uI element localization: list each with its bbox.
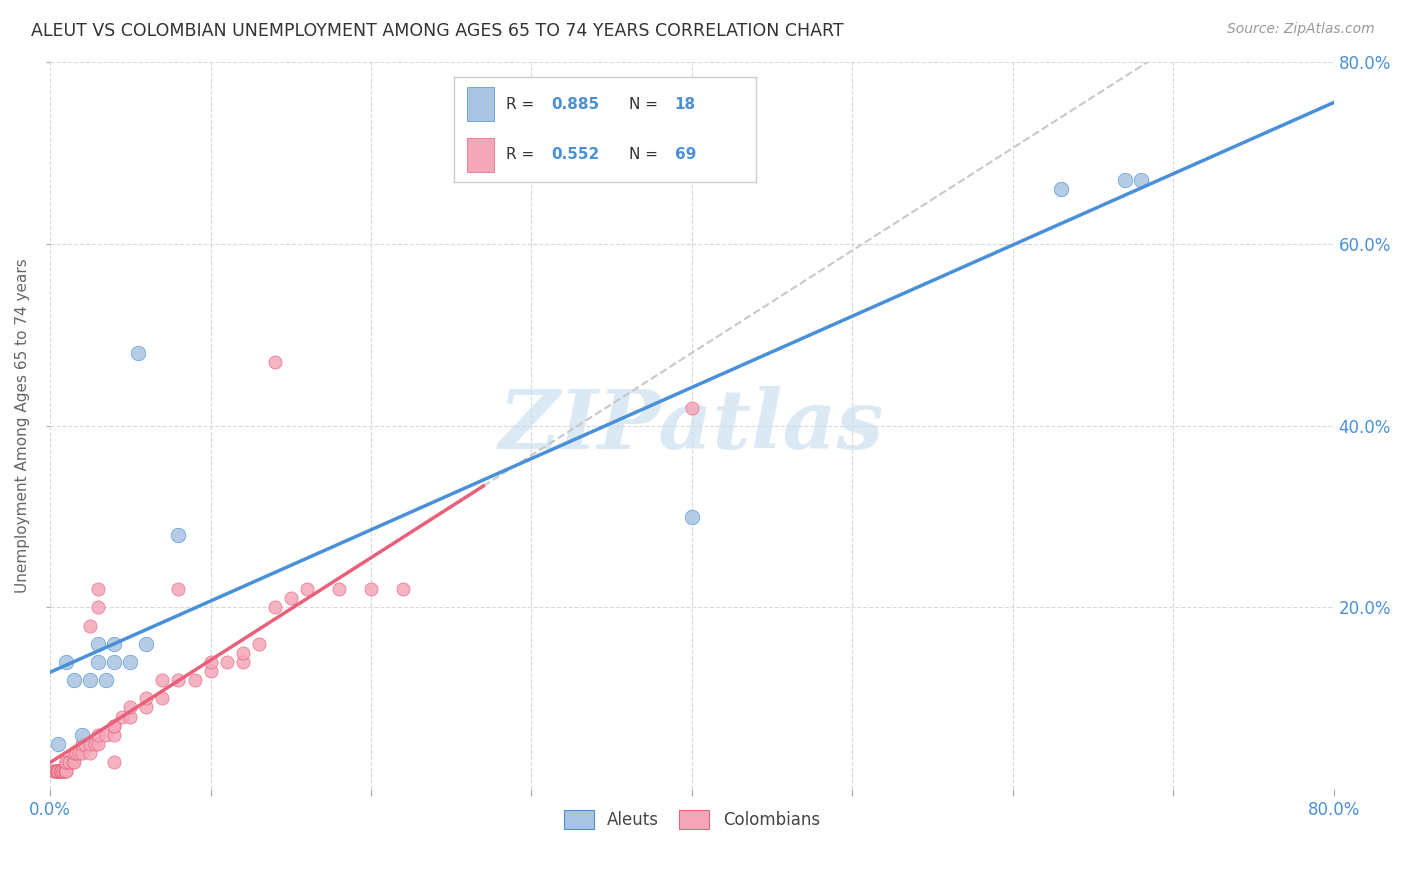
- Point: [152, 691, 174, 706]
- Point: [63, 755, 86, 769]
- Point: [44, 764, 66, 778]
- Text: Source: ZipAtlas.com: Source: ZipAtlas.com: [1227, 22, 1375, 37]
- Point: [167, 582, 190, 597]
- Point: [58, 755, 80, 769]
- Point: [87, 728, 110, 742]
- Text: ZIPatlas: ZIPatlas: [499, 385, 884, 466]
- Point: [103, 655, 125, 669]
- Point: [79, 673, 101, 688]
- Point: [120, 655, 142, 669]
- Point: [53, 764, 76, 778]
- Point: [87, 737, 110, 751]
- Point: [167, 673, 190, 688]
- Point: [70, 728, 93, 742]
- Point: [120, 709, 142, 723]
- Point: [103, 728, 125, 742]
- Point: [111, 709, 134, 723]
- Point: [84, 737, 107, 751]
- Point: [280, 591, 302, 606]
- Point: [87, 637, 110, 651]
- Point: [70, 737, 93, 751]
- Point: [46, 764, 69, 778]
- Point: [263, 600, 285, 615]
- Point: [58, 755, 80, 769]
- Point: [263, 355, 285, 369]
- Point: [52, 764, 75, 778]
- Point: [51, 764, 73, 778]
- Point: [46, 764, 69, 778]
- Point: [167, 527, 190, 541]
- Point: [55, 764, 77, 778]
- Text: ALEUT VS COLOMBIAN UNEMPLOYMENT AMONG AGES 65 TO 74 YEARS CORRELATION CHART: ALEUT VS COLOMBIAN UNEMPLOYMENT AMONG AG…: [31, 22, 844, 40]
- Point: [103, 718, 125, 732]
- Point: [103, 755, 125, 769]
- Point: [96, 673, 118, 688]
- Point: [127, 346, 149, 360]
- Point: [87, 582, 110, 597]
- Point: [96, 728, 118, 742]
- Point: [232, 655, 254, 669]
- Point: [135, 700, 157, 714]
- Point: [45, 764, 67, 778]
- Y-axis label: Unemployment Among Ages 65 to 74 years: Unemployment Among Ages 65 to 74 years: [15, 259, 30, 593]
- Point: [247, 637, 270, 651]
- Point: [135, 637, 157, 651]
- Point: [52, 764, 75, 778]
- Point: [51, 764, 73, 778]
- Point: [79, 737, 101, 751]
- Point: [200, 664, 222, 678]
- Point: [49, 764, 72, 778]
- Point: [103, 637, 125, 651]
- Point: [67, 746, 90, 760]
- Point: [46, 764, 69, 778]
- Point: [200, 655, 222, 669]
- Point: [79, 618, 101, 632]
- Point: [87, 655, 110, 669]
- Point: [55, 655, 77, 669]
- Point: [183, 673, 205, 688]
- Point: [46, 764, 69, 778]
- Point: [62, 755, 84, 769]
- Point: [328, 582, 350, 597]
- Point: [392, 582, 415, 597]
- Point: [63, 673, 86, 688]
- Point: [681, 401, 703, 415]
- Point: [46, 737, 69, 751]
- Point: [1050, 182, 1073, 196]
- Point: [79, 746, 101, 760]
- Point: [65, 746, 87, 760]
- Point: [1130, 173, 1153, 187]
- Point: [87, 600, 110, 615]
- Point: [75, 737, 97, 751]
- Point: [135, 691, 157, 706]
- Point: [63, 746, 86, 760]
- Legend: Aleuts, Colombians: Aleuts, Colombians: [557, 803, 827, 836]
- Point: [53, 764, 76, 778]
- Point: [103, 718, 125, 732]
- Point: [681, 509, 703, 524]
- Point: [232, 646, 254, 660]
- Point: [360, 582, 382, 597]
- Point: [55, 755, 77, 769]
- Point: [55, 764, 77, 778]
- Point: [52, 764, 75, 778]
- Point: [55, 755, 77, 769]
- Point: [215, 655, 238, 669]
- Point: [1114, 173, 1136, 187]
- Point: [51, 764, 73, 778]
- Point: [152, 673, 174, 688]
- Point: [120, 700, 142, 714]
- Point: [42, 764, 65, 778]
- Point: [44, 764, 66, 778]
- Point: [45, 764, 67, 778]
- Point: [295, 582, 318, 597]
- Point: [70, 746, 93, 760]
